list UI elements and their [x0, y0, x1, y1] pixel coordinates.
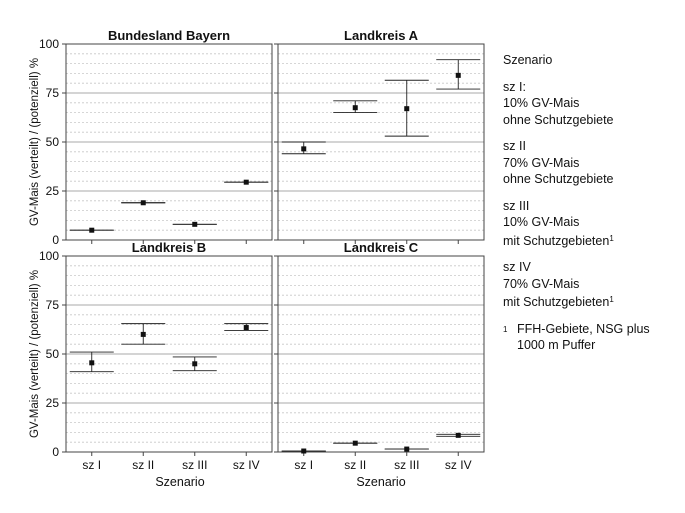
data-point	[140, 200, 146, 206]
y-axis-title: GV-Mais (verteilt) / (potenziell) %	[29, 270, 41, 438]
panel-title: Bundesland Bayern	[108, 28, 230, 43]
data-point	[301, 448, 307, 454]
y-tick-label: 50	[46, 347, 60, 361]
y-tick-label: 75	[46, 86, 60, 100]
legend-entry-sz-i: sz I: 10% GV-Mais ohne Schutzgebiete	[503, 79, 681, 129]
y-tick-label: 100	[39, 249, 59, 263]
x-tick-label: sz II	[344, 458, 366, 472]
data-point	[243, 179, 249, 185]
data-point	[301, 146, 307, 152]
legend: Szenario sz I: 10% GV-Mais ohne Schutzge…	[503, 52, 681, 354]
data-point	[455, 432, 461, 438]
footnote-ref: 1	[609, 295, 614, 304]
legend-code: sz II	[503, 139, 526, 153]
data-point	[352, 440, 358, 446]
legend-line: 10% GV-Mais	[503, 96, 580, 110]
data-point	[404, 446, 410, 452]
y-axis-title: GV-Mais (verteilt) / (potenziell) %	[29, 58, 41, 226]
legend-code: sz III	[503, 198, 530, 213]
data-point	[140, 331, 146, 337]
legend-footnote: 1 FFH-Gebiete, NSG plus 1000 m Puffer	[503, 321, 681, 354]
panel-title: Landkreis B	[132, 240, 206, 255]
data-point	[455, 72, 461, 78]
legend-line: mit Schutzgebieten1	[503, 292, 681, 311]
x-tick-label: sz IV	[233, 458, 260, 472]
x-tick-label: sz III	[394, 458, 419, 472]
legend-code: sz IV	[503, 260, 531, 274]
legend-line: 70% GV-Mais	[503, 155, 580, 170]
x-tick-label: sz IV	[445, 458, 472, 472]
panel-title: Landkreis C	[344, 240, 419, 255]
x-tick-label: sz II	[132, 458, 154, 472]
legend-entry-sz-iii: sz III 10% GV-Mais mit Schutzgebieten1	[503, 198, 681, 250]
y-tick-label: 0	[52, 445, 59, 459]
y-tick-label: 50	[46, 135, 60, 149]
y-tick-label: 25	[46, 184, 60, 198]
legend-line: mit Schutzgebieten1	[503, 231, 681, 250]
data-point	[404, 106, 410, 112]
legend-line: 70% GV-Mais	[503, 276, 580, 291]
legend-line-text: mit Schutzgebieten	[503, 295, 610, 309]
y-tick-label: 25	[46, 396, 60, 410]
x-tick-label: sz I	[294, 458, 313, 472]
legend-line-text: mit Schutzgebieten	[503, 233, 610, 248]
footnote-line: FFH-Gebiete, NSG plus	[517, 321, 650, 336]
y-tick-label: 75	[46, 298, 60, 312]
data-point	[89, 227, 95, 233]
data-point	[352, 105, 358, 111]
x-axis-title: Szenario	[155, 475, 204, 489]
legend-line: ohne Schutzgebiete	[503, 112, 614, 127]
y-tick-label: 0	[52, 233, 59, 247]
footnote-ref: 1	[609, 233, 614, 243]
footnote-mark: 1	[503, 324, 508, 334]
x-axis-title: Szenario	[356, 475, 405, 489]
legend-title: Szenario	[503, 53, 553, 67]
panel-title: Landkreis A	[344, 28, 419, 43]
x-tick-label: sz I	[82, 458, 101, 472]
x-tick-label: sz III	[182, 458, 207, 472]
data-point	[89, 360, 95, 366]
footnote-line: 1000 m Puffer	[517, 338, 596, 352]
data-point	[192, 221, 198, 227]
legend-line: 10% GV-Mais	[503, 215, 580, 229]
legend-entry-sz-iv: sz IV 70% GV-Mais mit Schutzgebieten1	[503, 259, 681, 311]
data-point	[192, 361, 198, 367]
data-point	[243, 325, 249, 331]
legend-line: ohne Schutzgebiete	[503, 172, 614, 186]
legend-code: sz I:	[503, 79, 526, 94]
legend-entry-sz-ii: sz II 70% GV-Mais ohne Schutzgebiete	[503, 138, 681, 188]
y-tick-label: 100	[39, 37, 59, 51]
